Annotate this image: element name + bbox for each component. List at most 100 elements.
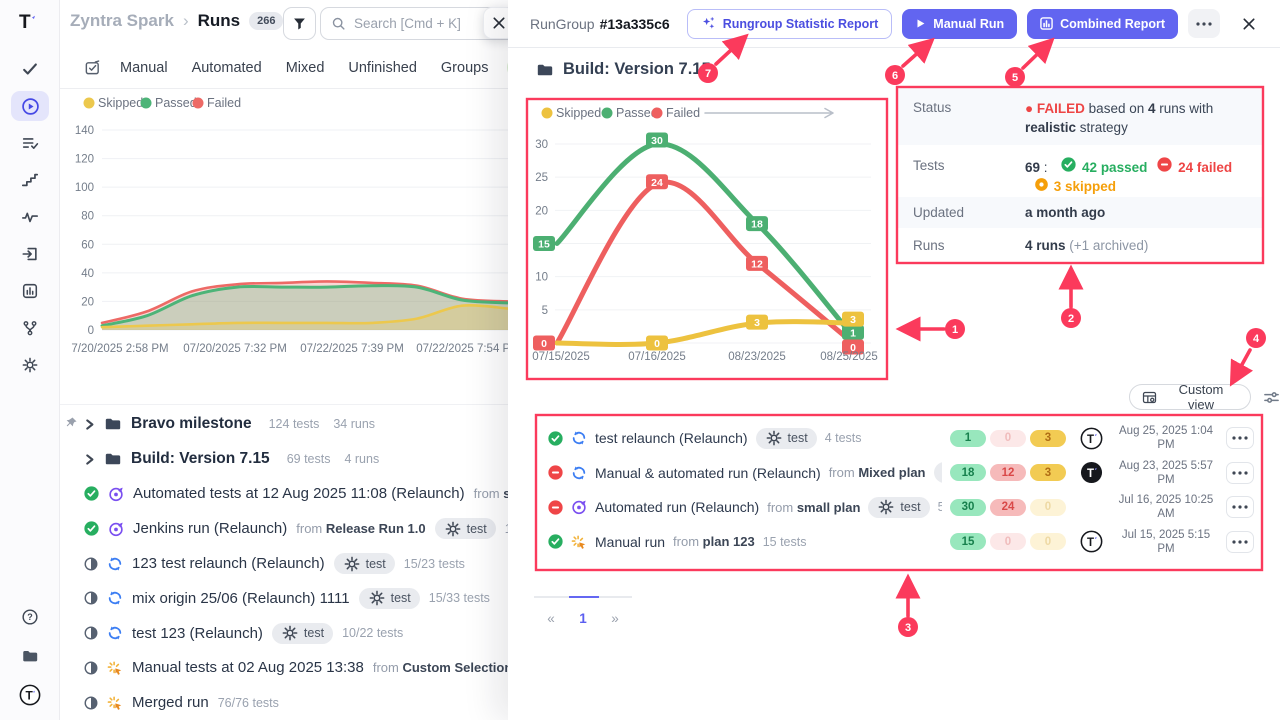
pagination-prev-button[interactable]: « xyxy=(547,611,555,626)
folder-icon xyxy=(536,61,554,79)
runs-history-chart: Skipped Passed Failed 0 20 40 60 80 100 120 140 7/2… xyxy=(60,90,519,396)
rungroup-run-row[interactable]: Manual & automated run (Relaunch) from Mi… xyxy=(548,456,1254,491)
sidebar-item-steps[interactable] xyxy=(11,165,49,195)
run-type-sync-icon xyxy=(107,556,123,572)
status-passed-icon xyxy=(548,431,563,446)
sidebar-item-reports[interactable] xyxy=(11,276,49,306)
badge-gear-icon xyxy=(765,429,783,447)
row-menu-button[interactable] xyxy=(1226,496,1254,519)
row-menu-button[interactable] xyxy=(1226,530,1254,553)
run-list-item[interactable]: test 123 (Relaunch) test 10/22 tests xyxy=(60,616,1280,651)
breadcrumb-project[interactable]: Zyntra Spark xyxy=(70,11,174,30)
rungroup-statistic-report-button[interactable]: Rungroup Statistic Report xyxy=(686,8,893,39)
chevron-right-icon[interactable] xyxy=(84,419,95,430)
avatar-cell: T xyxy=(1076,461,1106,484)
sidebar-item-runs[interactable] xyxy=(11,91,49,121)
run-type-manual-icon xyxy=(571,534,587,550)
svg-text:Passed: Passed xyxy=(616,106,658,120)
svg-text:Skipped: Skipped xyxy=(556,106,601,120)
sidebar-item-results[interactable] xyxy=(11,54,49,84)
status-partial-icon xyxy=(84,626,98,640)
more-actions-button[interactable] xyxy=(1188,9,1220,38)
manual-run-button[interactable]: Manual Run xyxy=(902,8,1018,39)
combined-report-button[interactable]: Combined Report xyxy=(1027,8,1178,39)
run-list-item[interactable]: Merged run 76/76 tests xyxy=(60,685,1280,720)
pagination-next-button[interactable]: » xyxy=(611,611,619,626)
docs-icon xyxy=(21,647,39,665)
pagination-page-1[interactable]: 1 xyxy=(579,611,587,626)
play-icon xyxy=(915,18,926,29)
status-passed-icon xyxy=(548,534,563,549)
sidebar-item-test-cases[interactable] xyxy=(11,128,49,158)
row-menu-button[interactable] xyxy=(1226,461,1254,484)
drawer-close-button[interactable] xyxy=(1236,11,1262,37)
breadcrumb-section[interactable]: Runs xyxy=(197,11,241,30)
sidebar-item-activity[interactable] xyxy=(11,202,49,232)
tab-automated[interactable]: Automated xyxy=(191,59,262,76)
tab-groups[interactable]: Groups xyxy=(440,59,489,76)
pagination-indicator xyxy=(534,596,632,598)
passed-count-pill: 18 xyxy=(950,464,986,482)
rungroup-run-row[interactable]: Automated run (Relaunch) from small plan t… xyxy=(548,490,1254,525)
sidebar-item-import[interactable] xyxy=(11,239,49,269)
tab-mixed[interactable]: Mixed xyxy=(285,59,325,76)
run-date: Aug 25, 2025 1:04 PM xyxy=(1119,425,1213,452)
folder-list-item[interactable]: Bravo milestone 124 tests 34 runs xyxy=(60,407,1280,442)
custom-view-button[interactable]: Custom view xyxy=(1129,382,1251,412)
status-partial-icon xyxy=(84,696,98,710)
tests-count: 15 tests xyxy=(762,534,807,549)
results-icon xyxy=(21,60,39,78)
select-runs-icon[interactable] xyxy=(84,59,101,76)
run-date: Jul 15, 2025 5:15 PM xyxy=(1121,528,1211,555)
status-row-label: Tests xyxy=(913,158,945,173)
tab-manual[interactable]: Manual xyxy=(120,59,168,76)
sliders-icon[interactable] xyxy=(1263,389,1280,406)
run-list-item[interactable]: mix origin 25/06 (Relaunch) 1111 test 15/3… xyxy=(60,581,1280,616)
run-type-manual-icon xyxy=(107,695,123,711)
rungroup-run-row[interactable]: test relaunch (Relaunch) test 4 tests 1 0 3 T A… xyxy=(548,421,1254,456)
folder-list-item[interactable]: Build: Version 7.15 69 tests 4 runs xyxy=(60,442,1280,477)
status-partial-icon xyxy=(84,591,98,605)
status-row-runs: Runs 4 runs (+1 archived) xyxy=(897,228,1263,263)
brand-logo-icon[interactable]: T xyxy=(15,9,39,33)
skipped-count-pill: 3 xyxy=(1030,429,1066,447)
sidebar-item-branches[interactable] xyxy=(11,313,49,343)
sidebar-item-account[interactable]: T xyxy=(11,680,49,710)
sidebar-item-help[interactable]: ? xyxy=(11,602,49,632)
run-list-item[interactable]: 123 test relaunch (Relaunch) test 15/23 te… xyxy=(60,546,1280,581)
failed-count-pill: 24 xyxy=(990,498,1026,516)
account-icon: T xyxy=(19,684,41,706)
row-menu-button[interactable] xyxy=(1226,427,1254,450)
svg-text:07/22/2025 7:39 PM: 07/22/2025 7:39 PM xyxy=(300,343,404,355)
svg-text:20: 20 xyxy=(81,296,94,308)
run-type-sync-icon xyxy=(571,430,587,446)
avatar-cell: T xyxy=(1076,530,1106,553)
badge-gear-icon xyxy=(368,589,386,607)
tests-count: 76/76 tests xyxy=(217,695,279,710)
sidebar-item-settings[interactable] xyxy=(11,350,49,380)
branches-icon xyxy=(21,319,39,337)
svg-text:100: 100 xyxy=(75,182,94,194)
svg-text:Failed: Failed xyxy=(666,106,700,120)
status-partial-icon xyxy=(84,557,98,571)
drawer-controls: Rungroup Statistic Report Manual Run Com… xyxy=(686,8,1262,39)
run-title: Build: Version 7.15 xyxy=(131,450,270,468)
status-row-updated: Updated a month ago xyxy=(897,197,1263,228)
run-list-item[interactable]: Jenkins run (Relaunch) from Release Run 1… xyxy=(60,511,1280,546)
user-avatar: T xyxy=(1080,461,1103,484)
svg-text:40: 40 xyxy=(81,268,94,280)
tab-unfinished[interactable]: Unfinished xyxy=(348,59,417,76)
sidebar-item-docs[interactable] xyxy=(11,641,49,671)
filter-button[interactable] xyxy=(283,7,316,40)
run-row-main: Manual run from plan 123 15 tests xyxy=(548,534,942,550)
rungroup-run-row[interactable]: Manual run from plan 123 15 tests 15 0 0 T Jul … xyxy=(548,525,1254,560)
chevron-right-icon[interactable] xyxy=(84,454,95,465)
test-badge: test xyxy=(358,587,420,609)
run-title: Bravo milestone xyxy=(131,415,252,433)
run-title: Automated tests at 12 Aug 2025 11:08 (Re… xyxy=(133,485,465,503)
run-meta: 69 tests 4 runs xyxy=(286,452,380,467)
funnel-icon xyxy=(292,16,307,31)
svg-text:10: 10 xyxy=(535,272,548,284)
user-avatar: T xyxy=(1080,530,1103,553)
